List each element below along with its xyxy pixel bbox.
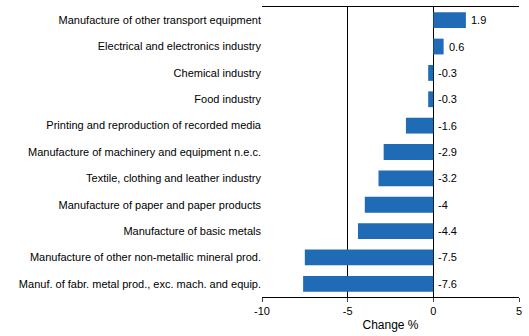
svg-text:Manufacture of other transport: Manufacture of other transport equipment [59, 14, 261, 26]
svg-text:0.6: 0.6 [449, 41, 464, 53]
svg-text:-5: -5 [343, 305, 353, 317]
svg-text:-4: -4 [438, 199, 448, 211]
svg-text:Manufacture of other non-metal: Manufacture of other non-metallic minera… [30, 251, 261, 263]
svg-text:-0.3: -0.3 [438, 93, 457, 105]
svg-text:Manufacture of basic metals: Manufacture of basic metals [123, 225, 261, 237]
svg-text:Manufacture of paper and paper: Manufacture of paper and paper products [59, 199, 262, 211]
svg-text:-2.9: -2.9 [438, 146, 457, 158]
svg-text:Food industry: Food industry [194, 93, 261, 105]
svg-text:-0.3: -0.3 [438, 67, 457, 79]
svg-text:0: 0 [430, 305, 436, 317]
svg-text:-3.2: -3.2 [438, 172, 457, 184]
svg-text:Electrical and electronics ind: Electrical and electronics industry [98, 40, 262, 52]
svg-text:5: 5 [516, 305, 522, 317]
svg-text:-4.4: -4.4 [438, 225, 457, 237]
svg-text:Printing and reproduction of r: Printing and reproduction of recorded me… [46, 119, 262, 131]
svg-text:Manufacture of machinery and e: Manufacture of machinery and equipment n… [28, 146, 261, 158]
svg-text:Manuf. of fabr. metal prod., e: Manuf. of fabr. metal prod., exc. mach. … [19, 278, 261, 290]
svg-text:Textile, clothing and leather: Textile, clothing and leather industry [86, 172, 261, 184]
svg-text:Chemical industry: Chemical industry [174, 67, 262, 79]
svg-text:Change %: Change % [362, 318, 418, 332]
svg-text:1.9: 1.9 [471, 14, 486, 26]
svg-text:-7.5: -7.5 [438, 251, 457, 263]
svg-text:-7.6: -7.6 [438, 278, 457, 290]
svg-text:-10: -10 [254, 305, 270, 317]
svg-text:-1.6: -1.6 [438, 120, 457, 132]
